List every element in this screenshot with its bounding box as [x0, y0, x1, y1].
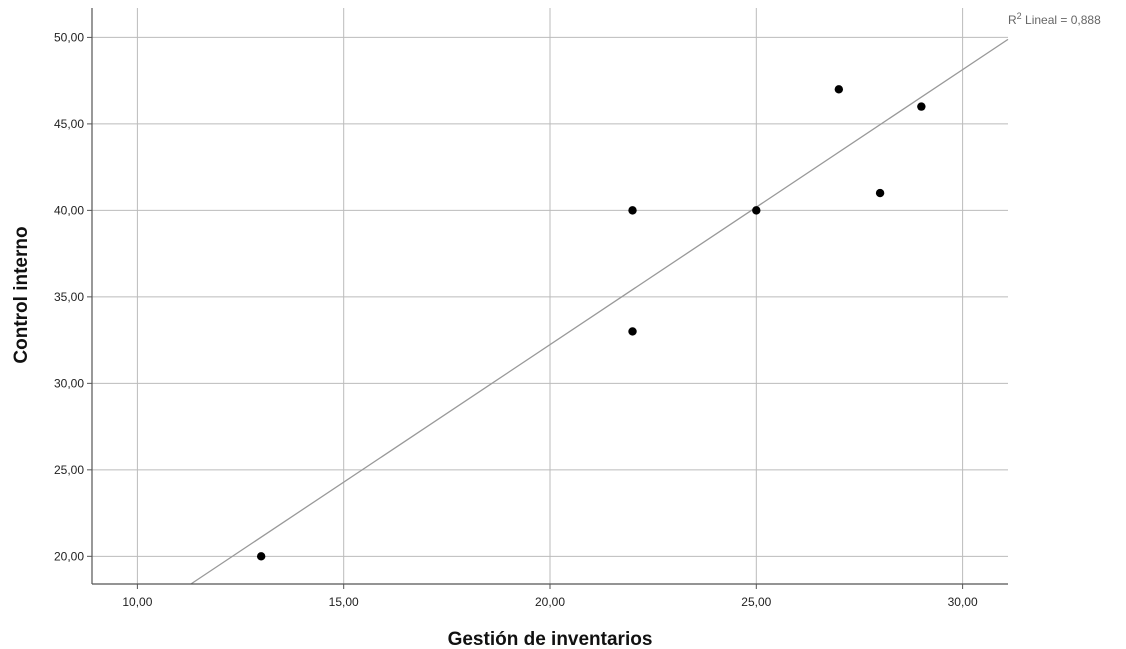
data-point — [752, 206, 761, 215]
y-tick-label: 40,00 — [54, 203, 84, 217]
x-tick-label: 20,00 — [535, 595, 565, 609]
x-tick-labels: 10,00 15,00 20,00 25,00 30,00 — [122, 595, 978, 609]
data-point — [628, 327, 637, 336]
r2-label: R2 Lineal = 0,888 — [1008, 11, 1101, 27]
y-tick-label: 35,00 — [54, 290, 84, 304]
x-tick-label: 10,00 — [122, 595, 152, 609]
x-tick-label: 15,00 — [329, 595, 359, 609]
x-tick-label: 30,00 — [948, 595, 978, 609]
data-point — [628, 206, 637, 215]
y-tick-label: 30,00 — [54, 376, 84, 390]
data-point — [834, 85, 844, 94]
data-point — [256, 552, 266, 561]
y-tick-label: 20,00 — [54, 549, 84, 563]
y-tick-labels: 20,00 25,00 30,00 35,00 40,00 45,00 50,00 — [54, 30, 84, 563]
data-point — [917, 102, 926, 111]
y-tick-label: 50,00 — [54, 30, 84, 44]
y-tick-label: 45,00 — [54, 117, 84, 131]
y-tick-label: 25,00 — [54, 463, 84, 477]
grid-lines — [92, 8, 1008, 584]
data-points — [256, 85, 926, 561]
x-axis-title: Gestión de inventarios — [448, 629, 653, 649]
data-point — [875, 188, 885, 198]
x-tick-label: 25,00 — [741, 595, 771, 609]
y-axis-title: Control interno — [11, 226, 32, 363]
fit-line-group — [190, 38, 1009, 585]
axes — [87, 8, 1008, 589]
fit-line — [190, 38, 1009, 585]
